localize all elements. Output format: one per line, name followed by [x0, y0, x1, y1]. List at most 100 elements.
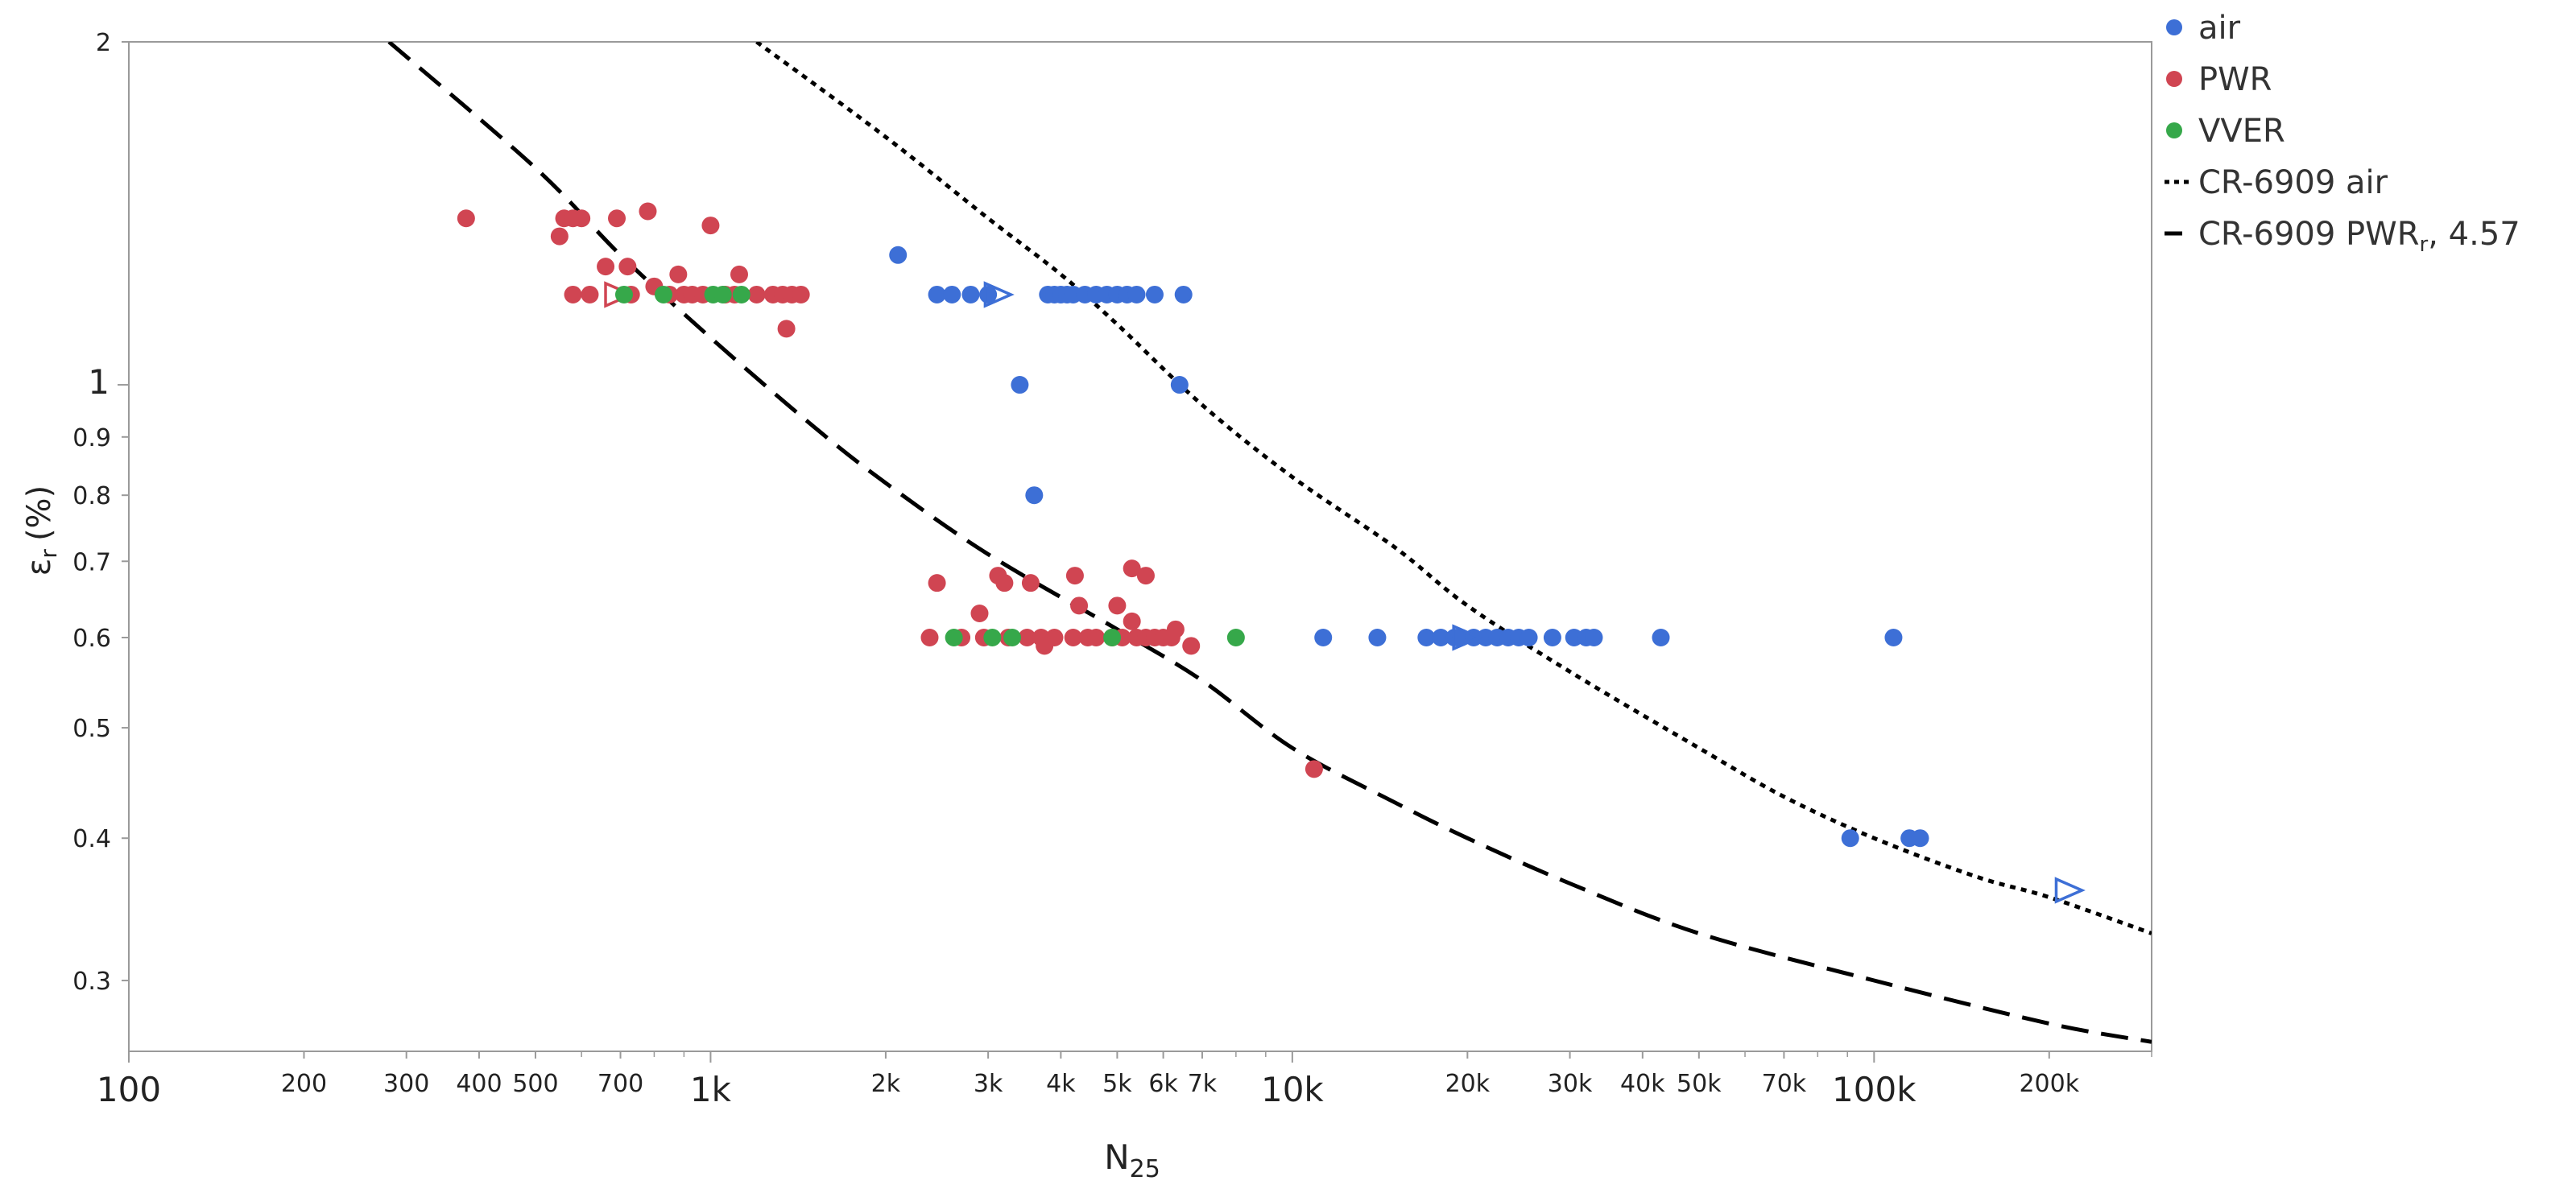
- point-pwr: [1136, 567, 1155, 585]
- point-vver: [732, 285, 750, 303]
- point-pwr: [581, 285, 599, 303]
- point-air: [1025, 486, 1044, 505]
- point-pwr: [1108, 596, 1127, 615]
- axis-ticks: 100 200 300 400 500 700 1k 2k 3k 4k 5k 6k 7k 10k 20k 30…: [72, 29, 2152, 1109]
- point-pwr: [730, 265, 748, 283]
- point-vver: [983, 629, 1002, 647]
- point-pwr: [1064, 629, 1082, 647]
- x-tick-label: 700: [597, 1070, 643, 1098]
- x-tick-label: 5k: [1102, 1070, 1132, 1098]
- curve-cr6909-pwr: [387, 42, 2152, 1044]
- point-pwr: [564, 285, 582, 303]
- x-tick-label: 3k: [974, 1070, 1003, 1098]
- axis-labels: N25 εr(%): [21, 485, 1160, 1183]
- y-axis-title: εr(%): [21, 485, 62, 576]
- point-air: [961, 285, 980, 303]
- x-tick-label: 500: [512, 1070, 558, 1098]
- point-air: [979, 285, 998, 303]
- legend: air PWR VVER CR-6909 air CR-6909 PWRr, 4.57: [2165, 10, 2520, 257]
- y-tick-label: 0.3: [72, 968, 111, 996]
- point-air: [928, 285, 946, 303]
- x-tick-label: 10k: [1261, 1070, 1324, 1109]
- runout-air: [1452, 624, 1483, 651]
- point-pwr: [669, 265, 688, 283]
- point-air: [1543, 629, 1561, 647]
- point-pwr: [1087, 629, 1106, 647]
- point-pwr: [573, 209, 591, 228]
- point-pwr: [777, 320, 796, 338]
- point-air: [1841, 829, 1859, 848]
- point-air: [1011, 376, 1029, 394]
- x-tick-label: 30k: [1548, 1070, 1593, 1098]
- runout-air: [983, 281, 1015, 308]
- point-air: [1565, 629, 1583, 647]
- point-vver: [654, 285, 672, 303]
- point-pwr: [928, 574, 946, 592]
- point-air: [1174, 285, 1193, 303]
- point-air: [1417, 629, 1436, 647]
- x-tick-label: 200k: [2019, 1070, 2079, 1098]
- point-vver: [1003, 629, 1022, 647]
- point-pwr: [457, 209, 475, 228]
- x-tick-label: 300: [383, 1070, 429, 1098]
- y-tick-label: 0.7: [72, 548, 111, 576]
- point-pwr: [970, 605, 989, 623]
- point-pwr: [1065, 567, 1084, 585]
- x-tick-label: 40k: [1620, 1070, 1665, 1098]
- point-pwr: [1070, 596, 1089, 615]
- legend-item-cr-6909-air-label: CR-6909 air: [2198, 164, 2388, 201]
- point-pwr: [1305, 760, 1323, 778]
- point-pwr: [920, 629, 939, 647]
- point-vver: [1226, 629, 1245, 647]
- point-pwr: [1123, 612, 1141, 630]
- curve-cr6909-air: [755, 42, 2152, 935]
- y-tick-label: 0.5: [72, 715, 111, 743]
- point-pwr: [747, 285, 766, 303]
- point-pwr: [1182, 637, 1201, 655]
- y-tick-label: 0.9: [72, 424, 111, 452]
- x-tick-label: 50k: [1677, 1070, 1722, 1098]
- x-tick-label: 6k: [1148, 1070, 1178, 1098]
- x-tick-label: 70k: [1762, 1070, 1807, 1098]
- point-pwr: [550, 227, 569, 246]
- point-air: [1314, 629, 1333, 647]
- data-points: [457, 202, 2086, 904]
- point-air: [889, 246, 908, 264]
- point-pwr: [1036, 637, 1054, 655]
- point-air: [1911, 829, 1929, 848]
- point-air: [1127, 285, 1146, 303]
- legend-item-air-label: air: [2198, 10, 2241, 47]
- point-air: [1432, 629, 1450, 647]
- point-pwr: [792, 285, 810, 303]
- y-tick-label: 0.6: [72, 625, 111, 653]
- y-tick-label: 2: [96, 29, 111, 57]
- legend-item-pwr-marker: [2166, 71, 2182, 87]
- x-tick-label: 20k: [1445, 1070, 1491, 1098]
- point-air: [943, 285, 961, 303]
- point-air: [1884, 629, 1903, 647]
- legend-item-vver-label: VVER: [2198, 113, 2285, 150]
- legend-item-air-marker: [2166, 19, 2182, 35]
- point-pwr: [1018, 629, 1036, 647]
- x-axis-title: N25: [1104, 1137, 1160, 1183]
- point-vver: [1103, 629, 1122, 647]
- point-pwr: [597, 258, 615, 276]
- x-tick-label: 100k: [1832, 1070, 1916, 1109]
- x-tick-label: 7k: [1188, 1070, 1218, 1098]
- plot-frame: [128, 41, 2152, 1052]
- point-pwr: [618, 258, 637, 276]
- point-pwr: [1162, 629, 1180, 647]
- x-tick-label: 4k: [1046, 1070, 1076, 1098]
- x-tick-label: 1k: [690, 1070, 732, 1109]
- point-air: [1170, 376, 1189, 394]
- y-tick-label: 0.8: [72, 482, 111, 510]
- legend-item-cr-6909-pwr-label: CR-6909 PWRr, 4.57: [2198, 216, 2520, 257]
- y-tick-label: 1: [88, 362, 110, 402]
- y-tick-label: 0.4: [72, 825, 111, 853]
- point-air: [1368, 629, 1387, 647]
- x-tick-label: 100: [97, 1070, 161, 1109]
- point-pwr: [995, 574, 1014, 592]
- point-air: [1520, 629, 1538, 647]
- point-pwr: [608, 209, 626, 228]
